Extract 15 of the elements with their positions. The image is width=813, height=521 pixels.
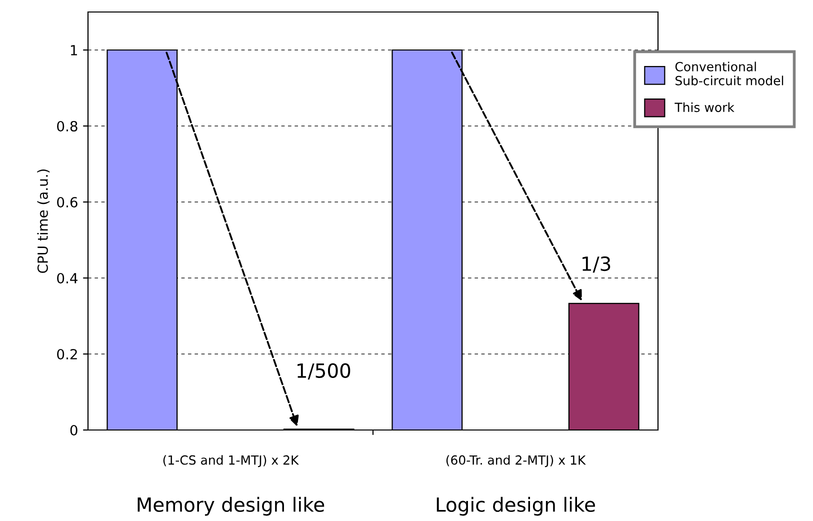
- legend-label: This work: [674, 102, 734, 112]
- text: Memory design like: [138, 496, 324, 516]
- text: Logic design like: [436, 496, 595, 516]
- legend-label: Conventional Sub-circuit model: [675, 62, 784, 86]
- y-tick-label: 0.8: [57, 120, 78, 132]
- y-axis-title: CPU time (a.u.): [37, 169, 50, 273]
- y-tick-label: 1: [70, 45, 77, 56]
- annotation: 1/3: [582, 256, 610, 273]
- x-tick-label: (1-CS and 1-MTJ) x 2K: [163, 455, 299, 468]
- y-tick-label: 0: [70, 424, 78, 436]
- x-tick-label: (60-Tr. and 2-MTJ) x 1K: [446, 455, 586, 468]
- y-tick-label: 0.4: [57, 272, 78, 284]
- y-tick-label: 0.6: [57, 196, 78, 208]
- y-tick-label: 0.2: [57, 348, 77, 360]
- annotation: 1/500: [298, 363, 350, 380]
